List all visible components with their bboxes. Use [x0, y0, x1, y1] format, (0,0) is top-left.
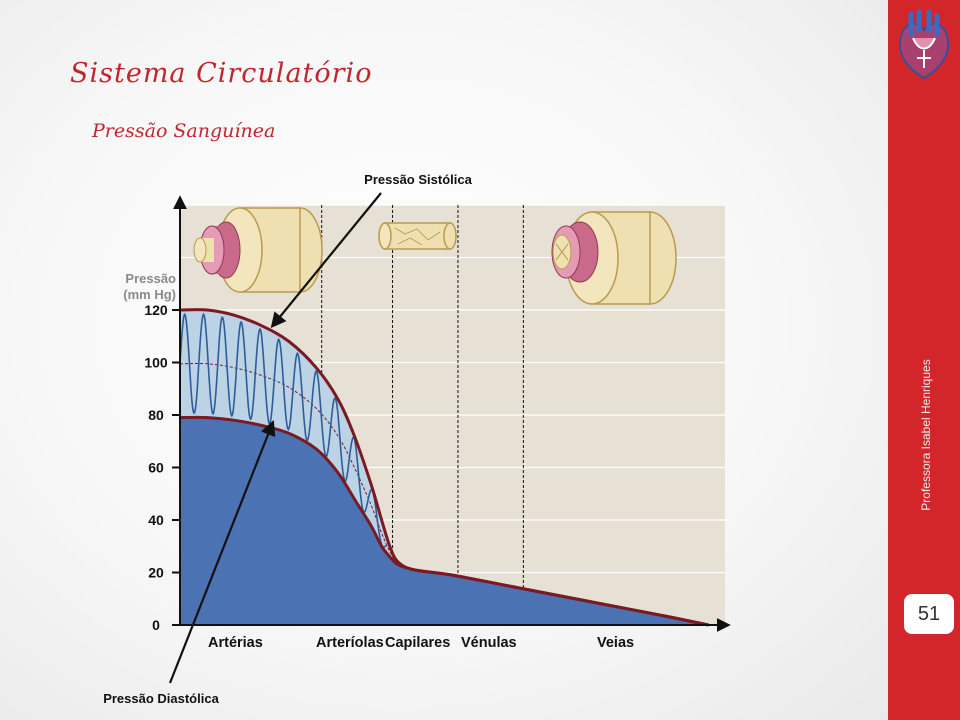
systolic-annotation: Pressão Sistólica [270, 172, 473, 329]
y-axis-label-line: Pressão [125, 271, 176, 286]
author-credit: Professora Isabel Henriques [919, 359, 933, 511]
pulse-wave [179, 312, 388, 548]
y-tick-label: 60 [148, 460, 164, 476]
y-tick-label: 20 [148, 565, 164, 581]
slide-title: Sistema Circulatório [70, 58, 373, 89]
diastolic-annotation: Pressão Diastólica [103, 420, 276, 706]
y-axis-label: Pressão (mm Hg) [123, 271, 176, 302]
page-number-text: 51 [917, 602, 941, 625]
pulse-pressure-area [180, 309, 709, 625]
y-tick-label: 0 [152, 617, 160, 633]
y-axis-label-line: (mm Hg) [123, 287, 176, 302]
region-label: Veias [597, 635, 634, 651]
page-number: 51 [902, 592, 956, 636]
y-tick-label: 120 [144, 302, 168, 318]
region-label: Arteríolas [316, 635, 384, 651]
capillary-illustration [378, 222, 457, 250]
heart-icon [898, 9, 950, 80]
y-tick-label: 80 [148, 407, 164, 423]
region-label: Vénulas [461, 635, 517, 651]
blood-pressure-chart: 0 20 40 60 80 100 120 Artérias Arteríolas Capila… [103, 172, 731, 706]
artery-illustration [193, 207, 323, 293]
diastolic-arrow [168, 420, 276, 684]
systolic-arrow [270, 192, 382, 329]
region-label: Capilares [385, 635, 450, 651]
slide-subtitle: Pressão Sanguínea [92, 120, 276, 142]
diastolic-pressure-area [180, 417, 709, 625]
region-label: Artérias [208, 635, 263, 651]
diastolic-annotation-label: Pressão Diastólica [103, 691, 219, 706]
systolic-annotation-label: Pressão Sistólica [364, 172, 472, 187]
y-tick-label: 100 [144, 355, 168, 371]
y-tick-label: 40 [148, 512, 164, 528]
vein-illustration [551, 211, 677, 305]
